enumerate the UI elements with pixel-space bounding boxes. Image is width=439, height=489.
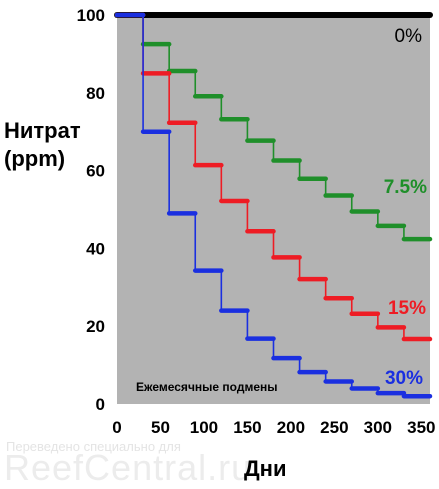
- series-1: [114, 12, 433, 242]
- y-tick-label: 0: [96, 395, 105, 414]
- x-tick-label: 100: [190, 418, 218, 437]
- x-tick-label: 250: [320, 418, 348, 437]
- annotation-monthly-changes: Ежемесячные подмены: [136, 380, 278, 394]
- y-axis-label-line1: Нитрат: [4, 118, 81, 143]
- x-tick-label: 150: [233, 418, 261, 437]
- x-tick-label: 350: [407, 418, 435, 437]
- y-tick-label: 60: [86, 162, 105, 181]
- series-label-7-5pct: 7.5%: [384, 177, 427, 198]
- series-label-0pct: 0%: [395, 26, 423, 47]
- series-3: [114, 12, 433, 399]
- watermark-logo-text: ReefCentral.ru: [4, 447, 253, 488]
- x-axis-label: Дни: [244, 456, 287, 481]
- x-tick-label: 0: [112, 418, 121, 437]
- y-axis-label-line2: (ppm): [4, 146, 66, 171]
- x-tick-label: 200: [277, 418, 305, 437]
- watermark-caption: Переведено специально для: [6, 439, 181, 454]
- series-label-30pct: 30%: [385, 368, 423, 389]
- y-tick-label: 20: [86, 317, 105, 336]
- x-tick-label: 300: [364, 418, 392, 437]
- y-tick-label: 80: [86, 84, 105, 103]
- x-tick-label: 50: [151, 418, 170, 437]
- y-tick-label: 40: [86, 239, 105, 258]
- series-label-15pct: 15%: [388, 298, 426, 319]
- y-tick-label: 100: [77, 6, 105, 25]
